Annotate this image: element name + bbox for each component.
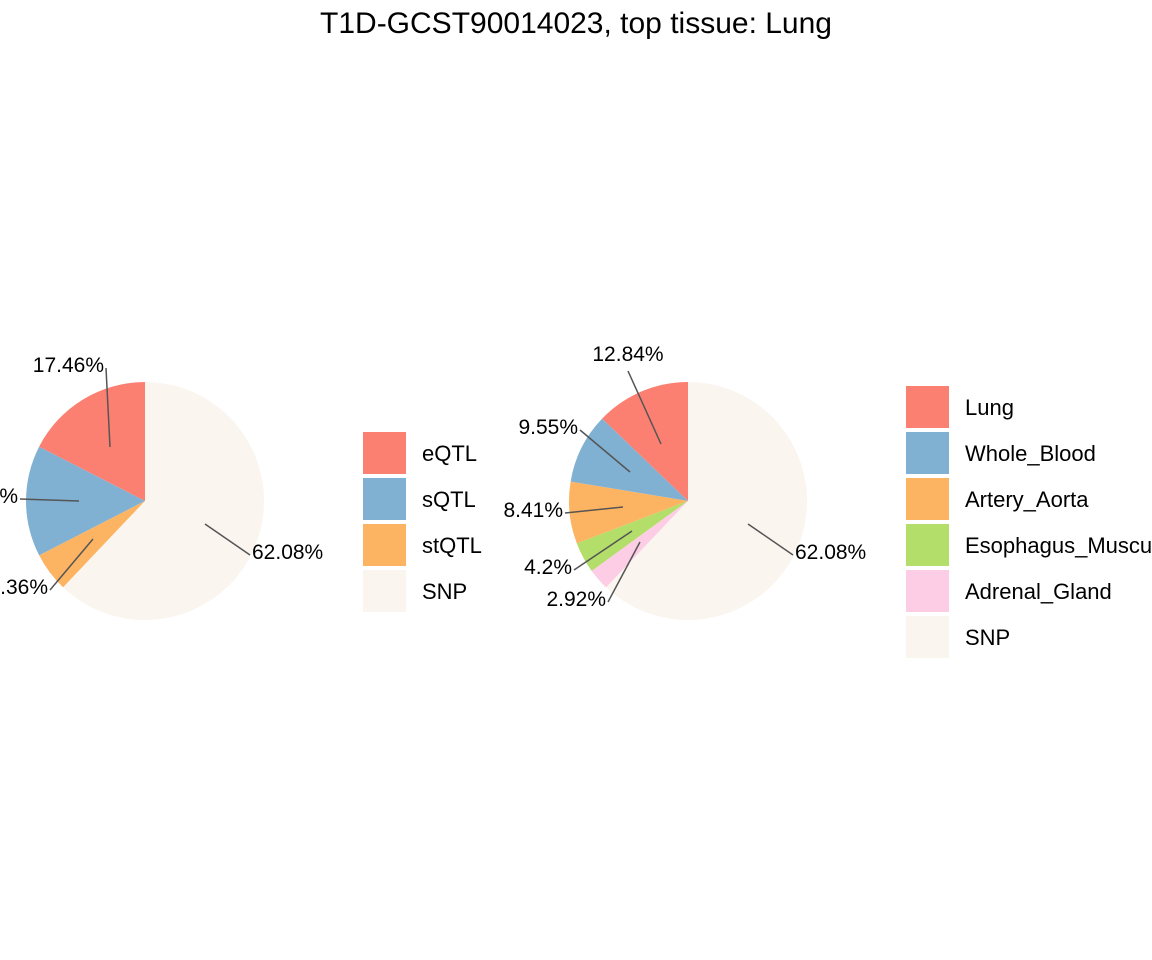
legend-swatch-sqtl bbox=[363, 478, 406, 520]
pie-slice-snp bbox=[63, 382, 264, 620]
legend-swatch-stqtl bbox=[363, 524, 406, 566]
data-label-artery-aorta: 8.41% bbox=[503, 499, 563, 522]
legend-swatch-whole-blood bbox=[906, 432, 949, 474]
legend-label-artery-aorta: Artery_Aorta bbox=[965, 487, 1089, 512]
pie-slice-esophagus-muscularis bbox=[576, 501, 688, 571]
pie-slice-artery-aorta bbox=[569, 481, 688, 544]
leader-line-sqtl bbox=[19, 498, 80, 502]
pie-slice-snp bbox=[606, 382, 807, 620]
data-label-stqtl: 5.36% bbox=[0, 576, 48, 599]
legend-label-esophagus-muscularis: Esophagus_Muscularis bbox=[965, 533, 1152, 558]
legend-swatch-lung bbox=[906, 386, 949, 428]
leader-line-esophagus-muscularis bbox=[573, 530, 633, 571]
legend-swatch-eqtl bbox=[363, 432, 406, 474]
legend-label-snp: SNP bbox=[422, 579, 467, 604]
legend-swatch-snp bbox=[906, 616, 949, 658]
legend-label-sqtl: sQTL bbox=[422, 487, 476, 512]
leader-line-whole-blood bbox=[579, 429, 631, 473]
pie-chart-qtl-types: 17.46% 15.1% 5.36% 62.08% bbox=[0, 354, 323, 620]
legend-label-eqtl: eQTL bbox=[422, 441, 477, 466]
data-label-sqtl: 15.1% bbox=[0, 485, 18, 508]
data-label-whole-blood: 9.55% bbox=[518, 416, 578, 439]
data-label-snp: 62.08% bbox=[252, 541, 323, 564]
leader-line-adrenal-gland bbox=[607, 541, 641, 603]
legend-swatch-snp bbox=[363, 570, 406, 612]
legend-swatch-esophagus-muscularis bbox=[906, 524, 949, 566]
legend-label-stqtl: stQTL bbox=[422, 533, 482, 558]
legend-label-whole-blood: Whole_Blood bbox=[965, 441, 1096, 466]
legend-qtl-types: eQTL sQTL stQTL SNP bbox=[363, 432, 482, 612]
leader-line-lung bbox=[627, 370, 662, 445]
leader-line-snp bbox=[747, 523, 794, 556]
legend-label-adrenal-gland: Adrenal_Gland bbox=[965, 579, 1112, 604]
legend-label-snp: SNP bbox=[965, 625, 1010, 650]
pie-slice-stqtl bbox=[39, 501, 145, 588]
leader-line-snp bbox=[204, 523, 251, 556]
leader-line-eqtl bbox=[105, 367, 111, 448]
data-label-eqtl: 17.46% bbox=[33, 354, 104, 377]
data-label-adrenal-gland: 2.92% bbox=[546, 588, 606, 611]
data-label-esophagus-muscularis: 4.2% bbox=[524, 556, 572, 579]
pie-slice-lung bbox=[602, 382, 688, 501]
pie-slice-eqtl bbox=[39, 382, 145, 501]
data-label-lung: 12.84% bbox=[592, 343, 663, 366]
legend-tissues: Lung Whole_Blood Artery_Aorta Esophagus_Mus… bbox=[906, 386, 1152, 658]
data-label-snp: 62.08% bbox=[795, 541, 866, 564]
pie-slice-adrenal-gland bbox=[591, 501, 688, 588]
pie-slice-whole-blood bbox=[570, 418, 688, 501]
legend-swatch-adrenal-gland bbox=[906, 570, 949, 612]
pie-slice-sqtl bbox=[26, 446, 146, 556]
chart-title: T1D-GCST90014023, top tissue: Lung bbox=[320, 7, 832, 40]
leader-line-stqtl bbox=[49, 538, 94, 591]
pie-chart-tissues: 12.84% 9.55% 8.41% 4.2% 2.92% 62.08% bbox=[503, 343, 866, 620]
legend-label-lung: Lung bbox=[965, 395, 1014, 420]
leader-line-artery-aorta bbox=[564, 506, 624, 514]
legend-swatch-artery-aorta bbox=[906, 478, 949, 520]
